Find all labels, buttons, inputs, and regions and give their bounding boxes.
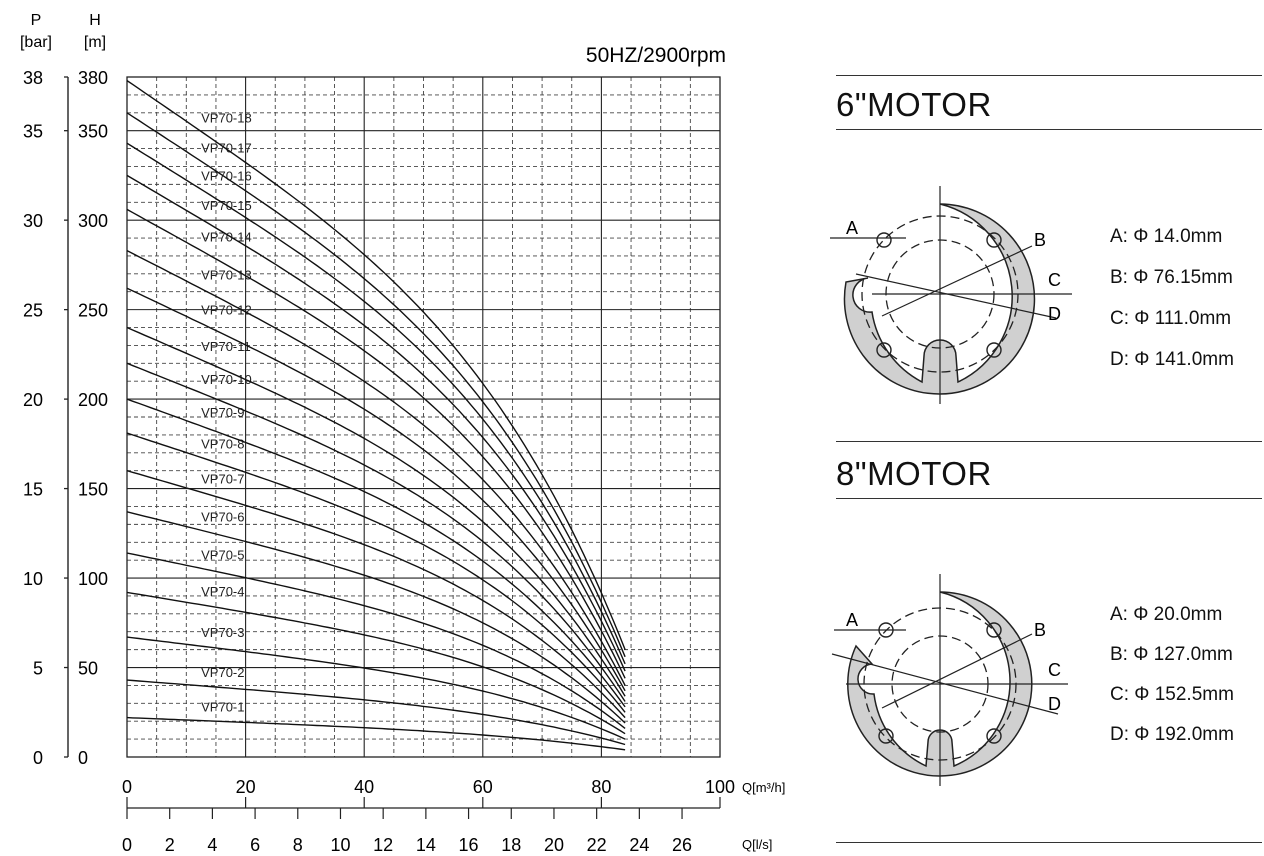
motor-6-marker-a: A xyxy=(846,218,858,238)
y-tick-label-head: 200 xyxy=(78,390,108,410)
curve-label: VP70-1 xyxy=(201,700,244,715)
x-tick-label-ls: 24 xyxy=(629,835,649,855)
x-tick-label-ls: 0 xyxy=(122,835,132,855)
motor-6-dim-d: D: Φ 141.0mm xyxy=(1110,349,1234,371)
motor-6-dim-a: A: Φ 14.0mm xyxy=(1110,226,1222,248)
x-tick-label-m3h: 0 xyxy=(122,777,132,797)
curve-label: VP70-4 xyxy=(201,584,244,599)
motor-6-flange-diagram: A B C D xyxy=(826,186,1076,408)
curve-label: VP70-18 xyxy=(201,110,252,125)
x-tick-label-ls: 16 xyxy=(459,835,479,855)
motor-8-dim-d: D: Φ 192.0mm xyxy=(1110,724,1234,746)
y-tick-label-pressure: 35 xyxy=(23,122,43,142)
motor-6-hole xyxy=(877,233,891,247)
y-tick-label-head: 150 xyxy=(78,480,108,500)
motor-6-dim-c: C: Φ 111.0mm xyxy=(1110,308,1231,330)
motor-6-top-rule xyxy=(836,75,1262,76)
curve-vp70-18 xyxy=(127,81,625,650)
y-tick-label-head: 0 xyxy=(78,748,88,768)
axes: 050100150200250300350380H[m]051015202530… xyxy=(20,12,785,855)
curve-label: VP70-12 xyxy=(201,302,252,317)
y-tick-label-pressure: 25 xyxy=(23,301,43,321)
motor-8-title: 8"MOTOR xyxy=(836,455,992,493)
x-tick-label-ls: 18 xyxy=(501,835,521,855)
x-tick-label-ls: 14 xyxy=(416,835,436,855)
y-tick-label-pressure: 15 xyxy=(23,480,43,500)
y-tick-label-head: 300 xyxy=(78,211,108,231)
y-tick-label-pressure: 20 xyxy=(23,390,43,410)
y-tick-label-pressure: 5 xyxy=(33,659,43,679)
motor-6-title: 6"MOTOR xyxy=(836,86,992,124)
motor-8-marker-a: A xyxy=(846,610,858,630)
x-tick-label-m3h: 40 xyxy=(354,777,374,797)
x-tick-label-m3h: 60 xyxy=(473,777,493,797)
x-tick-label-ls: 26 xyxy=(672,835,692,855)
curve-label: VP70-3 xyxy=(201,625,244,640)
x-tick-label-ls: 6 xyxy=(250,835,260,855)
curve-label: VP70-2 xyxy=(201,665,244,680)
motor-8-dim-c: C: Φ 152.5mm xyxy=(1110,684,1234,706)
x-tick-label-ls: 4 xyxy=(207,835,217,855)
motor-6-marker-c: C xyxy=(1048,270,1061,290)
curve-label: VP70-7 xyxy=(201,471,244,486)
curve-label: VP70-14 xyxy=(201,230,252,245)
curve-vp70-3 xyxy=(127,637,625,739)
motor-6-bottom-rule xyxy=(836,129,1262,130)
y-tick-label-head: 250 xyxy=(78,301,108,321)
bottom-rule xyxy=(836,842,1262,843)
curve-vp70-1 xyxy=(127,718,625,750)
motor-8-bottom-rule xyxy=(836,498,1262,499)
motor-6-leader-b xyxy=(882,246,1032,316)
curve-label: VP70-8 xyxy=(201,437,244,452)
y-tick-label-head: 100 xyxy=(78,569,108,589)
y-axis-head-unit: [m] xyxy=(84,34,106,51)
motor-8-dim-b: B: Φ 127.0mm xyxy=(1110,644,1233,666)
x-axis-m3h-label: Q[m³/h] xyxy=(742,780,785,795)
x-tick-label-ls: 20 xyxy=(544,835,564,855)
motor-8-dim-a: A: Φ 20.0mm xyxy=(1110,604,1222,626)
motor-6-marker-b: B xyxy=(1034,230,1046,250)
x-tick-label-m3h: 80 xyxy=(591,777,611,797)
y-tick-label-pressure: 30 xyxy=(23,211,43,231)
x-tick-label-m3h: 100 xyxy=(705,777,735,797)
y-tick-label-head: 380 xyxy=(78,68,108,88)
curve-label: VP70-11 xyxy=(201,339,251,354)
y-tick-label-pressure: 0 xyxy=(33,748,43,768)
pump-performance-chart: VP70-1 VP70-2 VP70-3 VP70-4 VP70-5 VP70-6 VP70… xyxy=(0,0,820,856)
y-tick-label-pressure: 38 xyxy=(23,68,43,88)
y-axis-head-label: H xyxy=(89,12,101,29)
x-tick-label-ls: 12 xyxy=(373,835,393,855)
motor-6-marker-d: D xyxy=(1048,304,1061,324)
x-tick-label-ls: 22 xyxy=(587,835,607,855)
y-tick-label-head: 50 xyxy=(78,659,98,679)
motor-8-top-rule xyxy=(836,441,1262,442)
motor-8-marker-b: B xyxy=(1034,620,1046,640)
motor-8-flange-diagram: A B C D xyxy=(826,574,1076,790)
curve-label: VP70-6 xyxy=(201,509,244,524)
curve-label: VP70-16 xyxy=(201,168,252,183)
motor-8-marker-d: D xyxy=(1048,694,1061,714)
x-tick-label-m3h: 20 xyxy=(236,777,256,797)
curve-label: VP70-17 xyxy=(201,140,252,155)
speed-label: 50HZ/2900rpm xyxy=(586,44,726,67)
x-tick-label-ls: 10 xyxy=(330,835,350,855)
x-axis-ls-label: Q[l/s] xyxy=(742,837,772,852)
x-tick-label-ls: 2 xyxy=(165,835,175,855)
y-tick-label-pressure: 10 xyxy=(23,569,43,589)
motor-8-marker-c: C xyxy=(1048,660,1061,680)
y-tick-label-head: 350 xyxy=(78,122,108,142)
x-tick-label-ls: 8 xyxy=(293,835,303,855)
y-axis-pressure-label: P xyxy=(31,12,42,29)
y-axis-pressure-unit: [bar] xyxy=(20,34,52,51)
motor-6-dim-b: B: Φ 76.15mm xyxy=(1110,267,1233,289)
curve-label: VP70-5 xyxy=(201,547,244,562)
